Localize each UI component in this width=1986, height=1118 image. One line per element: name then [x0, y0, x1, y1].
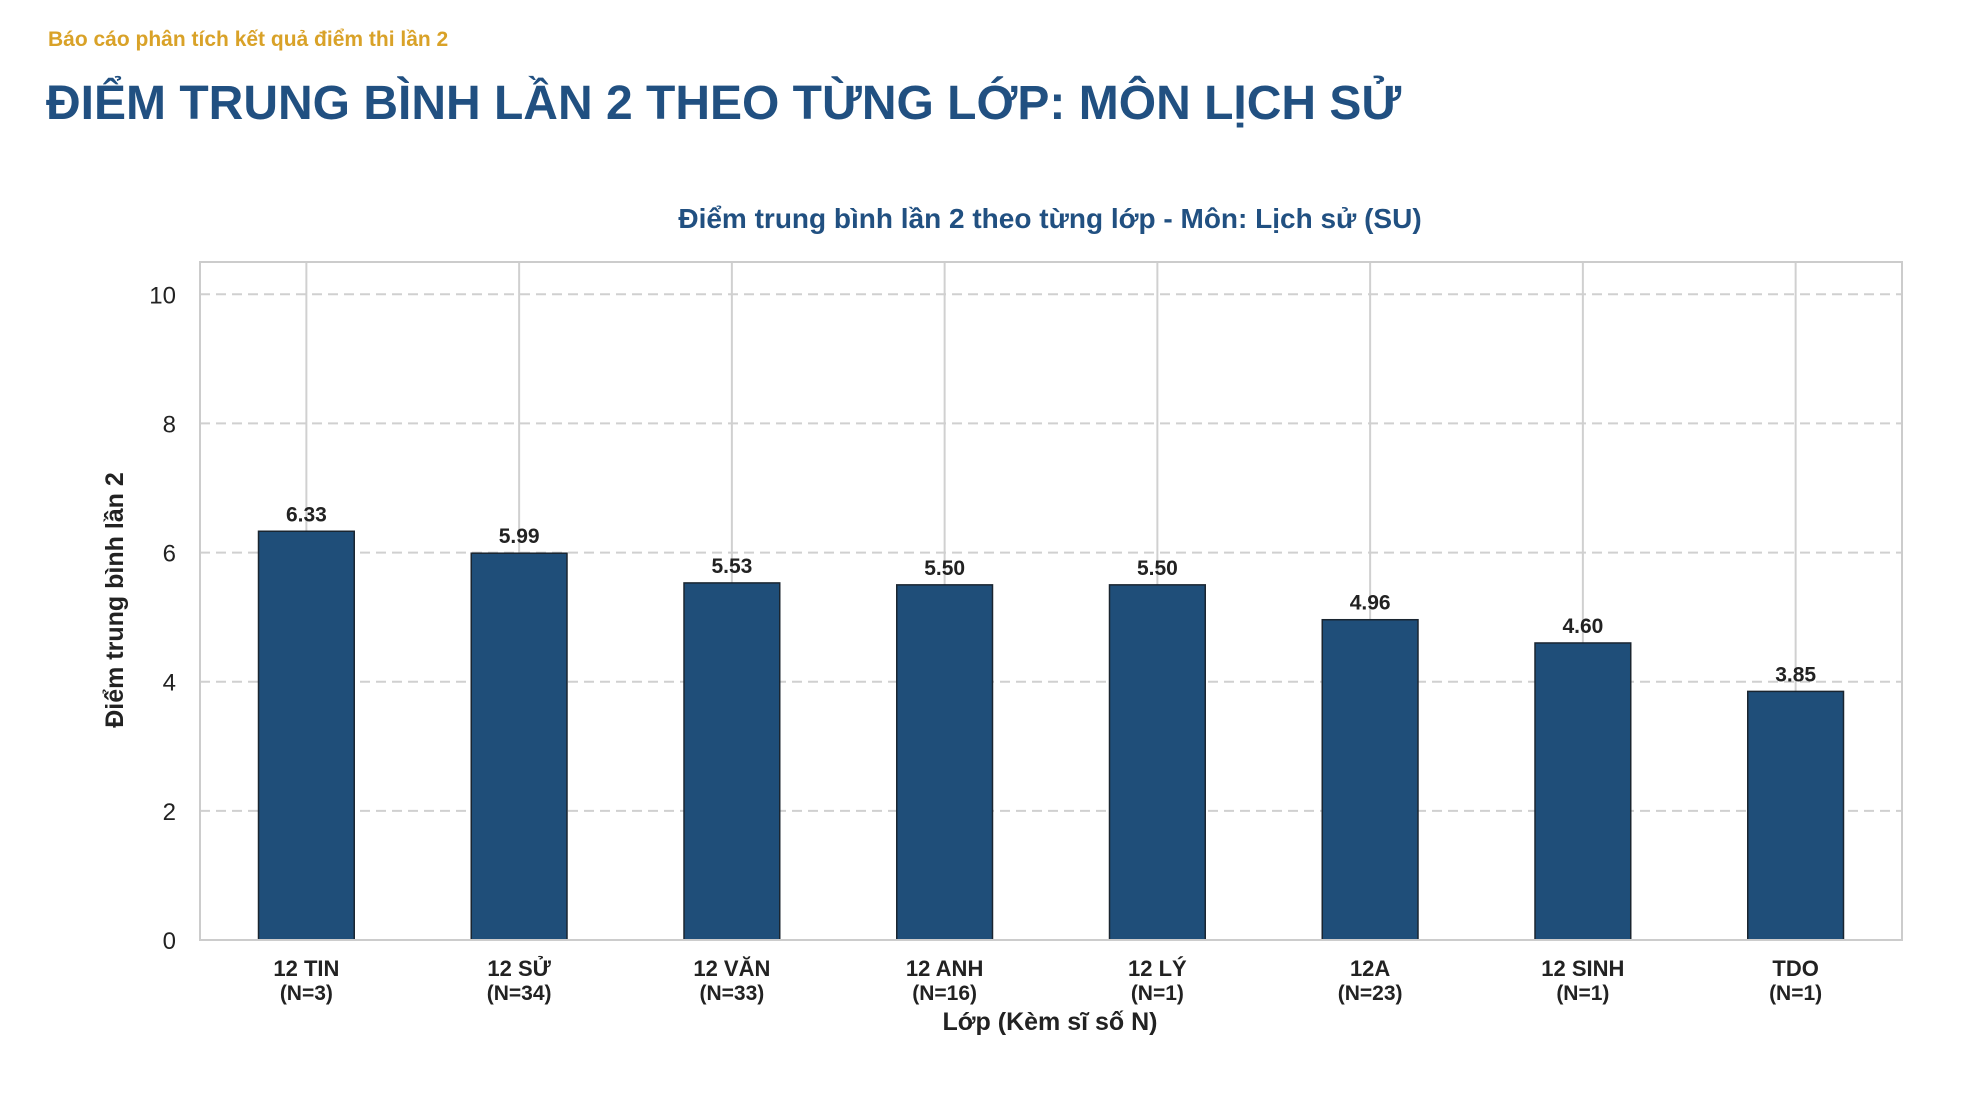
y-tick-label: 8 — [163, 411, 176, 438]
x-axis-title: Lớp (Kèm sĩ số N) — [942, 1008, 1157, 1036]
bar — [896, 584, 994, 941]
bar-value-label: 4.96 — [1350, 592, 1391, 615]
bar-value-label: 4.60 — [1562, 615, 1603, 638]
x-tick-count-label: (N=34) — [487, 982, 552, 1005]
bar-value-label: 5.50 — [924, 557, 965, 580]
bar-value-label: 3.85 — [1775, 663, 1816, 686]
x-tick-label: 12 LÝ — [1128, 956, 1187, 981]
x-tick-count-label: (N=23) — [1338, 982, 1403, 1005]
bar-value-label: 5.50 — [1137, 557, 1178, 580]
bar — [1321, 618, 1419, 941]
bar — [1108, 584, 1206, 941]
x-tick-label: 12 TIN — [273, 956, 339, 981]
y-tick-label: 4 — [163, 670, 176, 697]
bar — [1747, 690, 1845, 941]
y-tick-label: 10 — [149, 282, 176, 309]
x-tick-count-label: (N=1) — [1131, 982, 1184, 1005]
y-tick-label: 2 — [163, 799, 176, 826]
page-title: ĐIỂM TRUNG BÌNH LẦN 2 THEO TỪNG LỚP: MÔN… — [46, 77, 1402, 130]
x-tick-count-label: (N=3) — [280, 982, 333, 1005]
x-tick-count-label: (N=33) — [699, 982, 764, 1005]
chart-title: Điểm trung bình lần 2 theo từng lớp - Mô… — [678, 203, 1421, 234]
bar — [257, 530, 355, 941]
bar — [470, 552, 568, 941]
bar-value-label: 5.99 — [499, 525, 540, 548]
bar-chart: Điểm trung bình lần 2 theo từng lớp - Mô… — [101, 203, 1903, 1036]
x-tick-count-label: (N=1) — [1769, 982, 1822, 1005]
plot-frame — [199, 261, 1903, 941]
bar — [683, 582, 781, 941]
x-tick-label: TDO — [1772, 956, 1818, 981]
x-tick-label: 12A — [1350, 956, 1390, 981]
x-tick-label: 12 SỬ — [487, 956, 551, 981]
bar-value-label: 5.53 — [711, 555, 752, 578]
x-tick-count-label: (N=1) — [1556, 982, 1609, 1005]
x-tick-label: 12 ANH — [906, 956, 983, 981]
x-tick-label: 12 VĂN — [693, 956, 770, 981]
x-tick-label: 12 SINH — [1541, 956, 1624, 981]
x-tick-count-label: (N=16) — [912, 982, 977, 1005]
y-tick-label: 0 — [163, 928, 176, 955]
bar — [1534, 642, 1632, 941]
y-axis-title: Điểm trung bình lần 2 — [101, 472, 129, 728]
report-label: Báo cáo phân tích kết quả điểm thi lần 2 — [48, 28, 449, 51]
y-tick-label: 6 — [163, 541, 176, 568]
bar-value-label: 6.33 — [286, 503, 327, 526]
